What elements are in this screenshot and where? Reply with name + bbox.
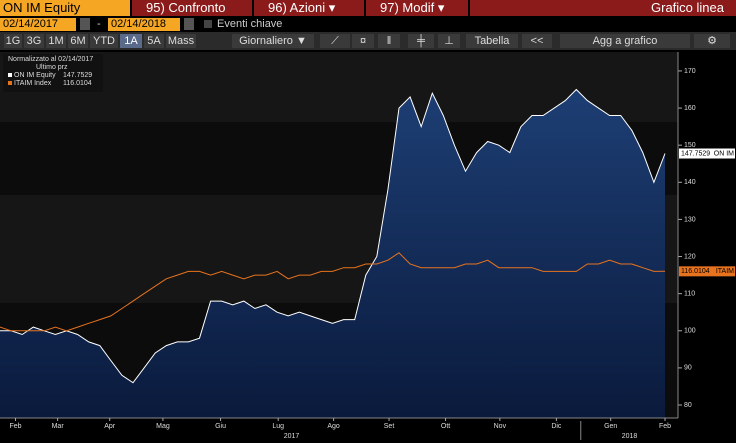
actions-label: 96) Azioni xyxy=(268,0,326,15)
end-label-value: 116.0104 xyxy=(681,268,710,275)
range-button[interactable]: Mass xyxy=(166,34,196,48)
x-tick-label: Lug xyxy=(272,423,284,430)
bar-icon[interactable]: ‖ xyxy=(378,34,400,48)
y-tick-label: 150 xyxy=(684,142,696,149)
x-tick-label: Gen xyxy=(604,423,617,430)
end-date[interactable]: 02/14/2018 xyxy=(108,18,180,31)
range-button[interactable]: 5A xyxy=(144,34,164,48)
area xyxy=(0,89,665,418)
y-tick-label: 110 xyxy=(684,290,695,297)
compare-tab[interactable]: 95) Confronto xyxy=(132,0,252,16)
legend: Normalizzato al 02/14/2017 Ultimo prz xyxy=(3,54,103,92)
hl-icon[interactable]: ⊥ xyxy=(438,34,460,48)
end-label-tag: ITAIM xyxy=(716,268,734,275)
range-button[interactable]: 1A xyxy=(120,34,142,48)
line xyxy=(0,88,666,384)
calendar-icon[interactable] xyxy=(184,18,194,30)
actions-tab[interactable]: 96) Azioni ▾ xyxy=(254,0,364,16)
end-label-tag: ON IM xyxy=(714,150,734,157)
date-bar: 02/14/2017 - 02/14/2018 Eventi chiave xyxy=(0,17,736,32)
legend-field: Ultimo prz xyxy=(36,64,68,71)
events-label: Eventi chiave xyxy=(217,18,283,30)
ticker-field[interactable]: ON IM Equity xyxy=(0,0,130,16)
x-tick-label: Set xyxy=(384,423,395,430)
y-tick-label: 130 xyxy=(684,216,696,223)
y-tick-label: 120 xyxy=(684,253,696,260)
back-button[interactable]: << xyxy=(522,34,552,48)
y-tick-label: 80 xyxy=(684,402,692,409)
legend-value: 116.0104 xyxy=(63,80,92,87)
add-button[interactable]: Agg a grafico xyxy=(560,34,690,48)
end-label-box xyxy=(679,266,735,277)
range-button[interactable]: 6M xyxy=(68,34,88,48)
x-tick-label: Nov xyxy=(494,423,507,430)
y-tick-label: 140 xyxy=(684,179,696,186)
end-label-value: 147.7529 xyxy=(681,150,710,157)
frequency[interactable]: Giornaliero ▼ xyxy=(232,34,314,48)
legend-swatch xyxy=(8,73,12,77)
line xyxy=(0,252,666,332)
x-tick-label: Ago xyxy=(327,423,340,430)
y-tick-label: 160 xyxy=(684,105,696,112)
calendar-icon[interactable] xyxy=(80,18,90,30)
candle-icon[interactable]: ¤ xyxy=(352,34,374,48)
checkbox[interactable] xyxy=(204,20,212,28)
x-tick-label: Dic xyxy=(551,423,562,430)
modify-label: 97) Modif xyxy=(380,0,435,15)
x-tick-label: Giu xyxy=(215,423,226,430)
ohlc-icon[interactable]: ╪ xyxy=(408,34,434,48)
range-button[interactable]: YTD xyxy=(90,34,118,48)
legend-name: ON IM Equity xyxy=(14,72,56,79)
x-tick-label: Feb xyxy=(9,423,21,430)
range-bar: Giornaliero ▼ ⟋ ¤ ‖ ╪ ⊥ Tabella << Agg a… xyxy=(0,32,736,50)
range-button[interactable]: 3G xyxy=(24,34,44,48)
start-date[interactable]: 02/14/2017 xyxy=(0,18,76,31)
settings-button[interactable]: ⚙ xyxy=(694,34,730,48)
frequency-label: Giornaliero xyxy=(239,35,293,47)
x-tick-label: Ott xyxy=(441,423,450,430)
top-bar: ON IM Equity 95) Confronto 96) Azioni ▾ … xyxy=(0,0,736,17)
legend-name: ITAIM Index xyxy=(14,80,52,87)
legend-box xyxy=(3,54,103,92)
x-tick-label: Feb xyxy=(659,423,671,430)
y-tick-label: 170 xyxy=(684,68,696,75)
range-button[interactable]: 1M xyxy=(46,34,66,48)
chart-kind[interactable]: Grafico linea xyxy=(470,0,736,16)
legend-swatch xyxy=(8,81,12,85)
x-tick-label: Apr xyxy=(104,423,116,430)
y-tick-label: 100 xyxy=(684,328,696,335)
end-label-box xyxy=(679,148,735,159)
legend-value: 147.7529 xyxy=(63,72,92,79)
table-button[interactable]: Tabella xyxy=(466,34,518,48)
y-tick-label: 90 xyxy=(684,365,692,372)
chart: Normalizzato al 02/14/2017 Ultimo prz ON… xyxy=(0,52,735,440)
x-tick-label: Mar xyxy=(52,423,65,430)
range-button[interactable]: 1G xyxy=(4,34,22,48)
year-label: 2017 xyxy=(284,433,300,440)
line-icon[interactable]: ⟋ xyxy=(320,34,350,48)
year-label: 2018 xyxy=(622,433,638,440)
legend-normalized: Normalizzato al 02/14/2017 xyxy=(8,56,93,63)
dash: - xyxy=(97,18,101,30)
modify-tab[interactable]: 97) Modif ▾ xyxy=(366,0,468,16)
x-tick-label: Mag xyxy=(156,423,170,430)
